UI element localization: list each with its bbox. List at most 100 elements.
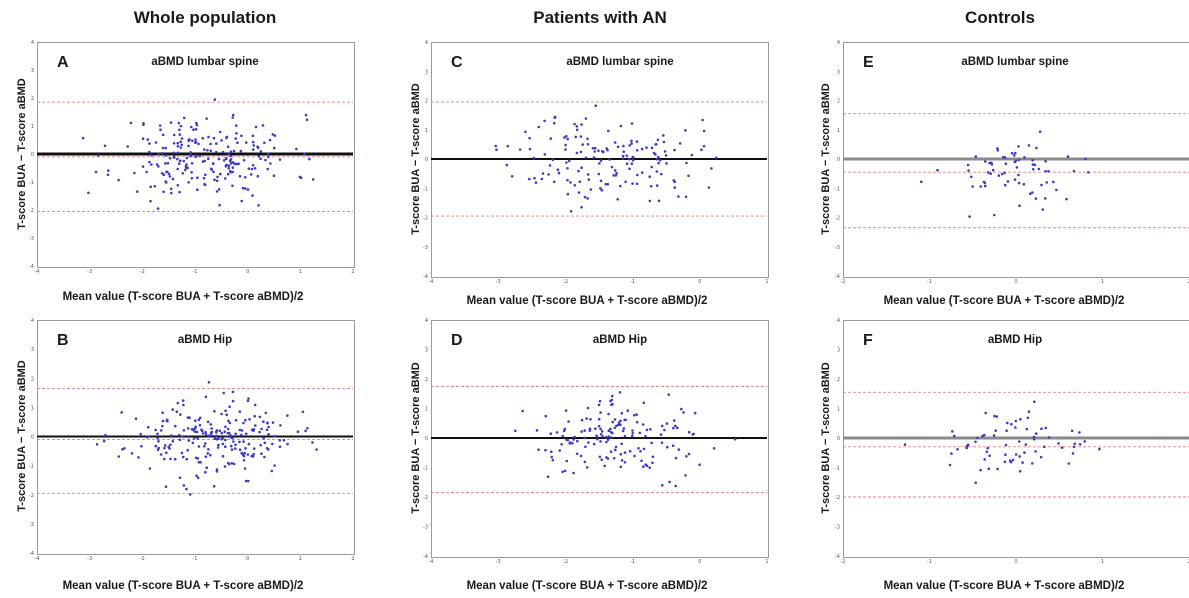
x-axis-label-E: Mean value (T-score BUA + T-score aBMD)/…	[883, 295, 1125, 307]
data-point	[258, 415, 262, 419]
data-point	[201, 432, 205, 435]
panel-title-C: aBMD lumbar spine	[566, 56, 674, 68]
data-point	[202, 176, 206, 180]
x-tick-label: -4	[429, 559, 434, 565]
data-point	[974, 440, 977, 444]
data-point	[159, 453, 163, 456]
x-tick-label: -1	[927, 279, 932, 285]
data-point	[610, 403, 613, 407]
data-point	[221, 150, 225, 154]
data-point	[599, 187, 602, 190]
data-point	[566, 137, 569, 141]
y-tick-label: 4	[31, 40, 34, 46]
data-point	[263, 141, 266, 145]
data-point	[180, 451, 184, 455]
data-point	[642, 401, 646, 405]
data-point	[301, 410, 305, 414]
data-point	[597, 149, 600, 152]
data-point	[150, 153, 153, 157]
data-point	[636, 173, 639, 177]
y-tick-label: -4	[29, 264, 34, 270]
data-point	[196, 476, 200, 480]
data-point	[983, 181, 987, 185]
data-point	[87, 191, 90, 195]
data-point	[140, 444, 143, 448]
data-point	[215, 150, 218, 154]
data-point	[608, 158, 611, 161]
x-tick-label: 1	[299, 269, 302, 275]
data-point	[541, 172, 545, 175]
data-point	[607, 435, 611, 438]
x-tick-label: 1	[299, 556, 302, 562]
data-point	[244, 187, 247, 190]
data-point	[599, 411, 602, 414]
data-point	[126, 145, 129, 148]
data-point	[604, 435, 608, 439]
data-point	[1035, 146, 1038, 150]
data-point	[1098, 447, 1101, 451]
data-point	[996, 147, 999, 150]
data-point	[168, 175, 172, 178]
data-point	[165, 170, 168, 174]
data-point	[635, 182, 639, 186]
data-point	[985, 450, 989, 454]
data-point	[163, 444, 167, 447]
data-point	[220, 412, 223, 416]
data-point	[235, 124, 238, 127]
data-point	[644, 463, 647, 467]
data-point	[984, 160, 987, 163]
data-point	[103, 144, 107, 148]
data-point	[299, 176, 303, 180]
data-point	[311, 441, 314, 444]
data-point	[1023, 451, 1026, 454]
data-point	[685, 455, 688, 458]
data-point	[623, 451, 627, 454]
data-point	[130, 452, 134, 455]
data-point	[252, 429, 255, 433]
data-point	[306, 426, 309, 430]
data-point	[583, 460, 587, 464]
data-point	[191, 441, 195, 445]
data-point	[176, 145, 180, 148]
data-point	[204, 442, 207, 445]
data-point	[1004, 162, 1008, 165]
column-title-whole-population: Whole population	[133, 8, 277, 27]
data-point	[173, 457, 177, 461]
data-point	[161, 424, 164, 428]
data-point	[996, 467, 999, 471]
data-point	[232, 462, 236, 466]
data-point	[159, 429, 163, 432]
data-point	[158, 124, 162, 127]
data-point	[129, 121, 133, 125]
data-point	[628, 167, 631, 171]
data-point	[231, 399, 235, 403]
data-point	[712, 447, 716, 450]
data-point	[548, 164, 552, 167]
panel-title-F: aBMD Hip	[987, 334, 1043, 346]
data-point	[95, 443, 99, 446]
data-point	[593, 150, 596, 153]
data-point	[651, 461, 654, 465]
x-axis-label-B: Mean value (T-score BUA + T-score aBMD)/…	[62, 580, 304, 592]
data-point	[518, 148, 522, 151]
data-point	[147, 435, 150, 438]
data-point	[620, 442, 623, 446]
data-point	[231, 170, 234, 174]
data-point	[586, 137, 589, 141]
data-point	[253, 167, 257, 170]
data-point	[271, 442, 274, 446]
data-point	[979, 468, 982, 472]
data-point	[612, 457, 616, 460]
data-point	[558, 449, 561, 452]
data-point	[204, 430, 207, 434]
data-point	[207, 448, 210, 451]
data-point	[589, 418, 592, 421]
data-point	[225, 163, 228, 167]
data-point	[580, 206, 583, 209]
x-tick-label: 2	[351, 556, 354, 562]
data-point	[641, 423, 645, 426]
data-point	[161, 146, 165, 150]
data-point	[1011, 458, 1015, 462]
data-point	[194, 138, 197, 141]
